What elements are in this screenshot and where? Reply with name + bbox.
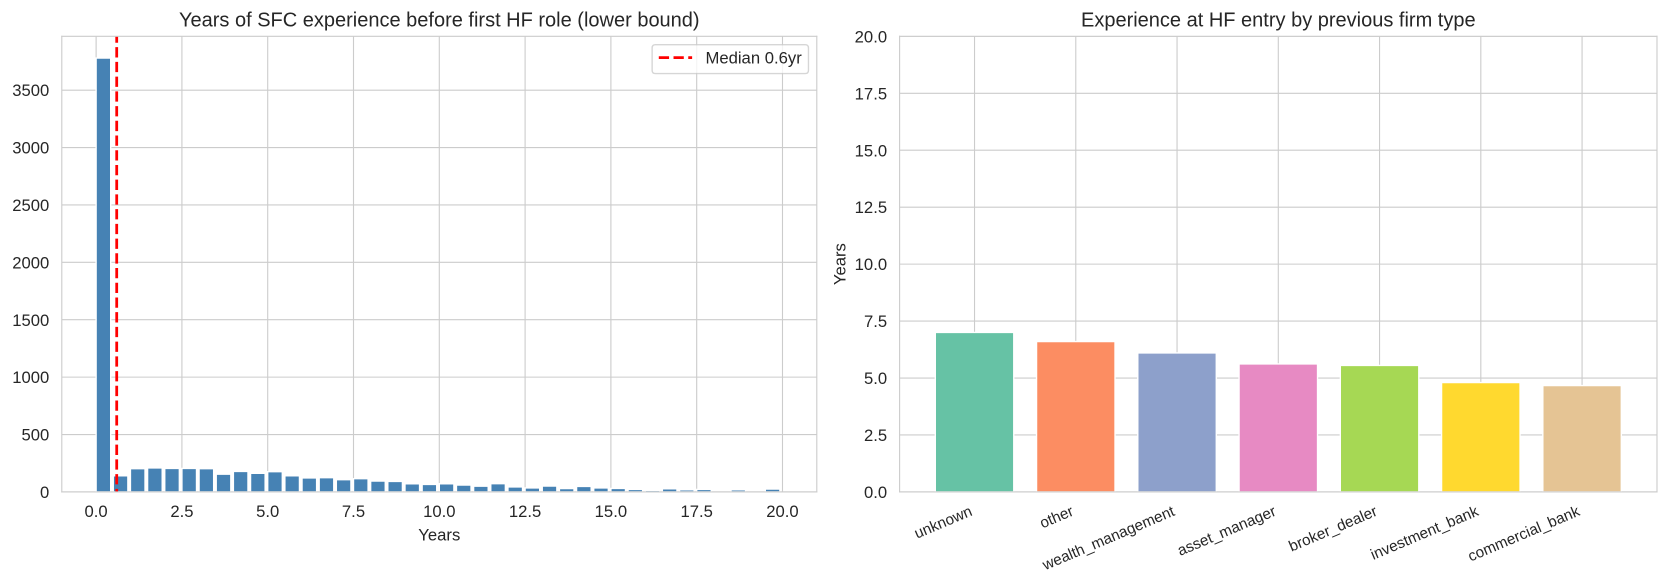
- svg-text:15.0: 15.0: [595, 502, 627, 521]
- svg-text:10.0: 10.0: [423, 502, 455, 521]
- svg-text:10.0: 10.0: [855, 255, 887, 274]
- svg-text:7.5: 7.5: [342, 502, 365, 521]
- svg-text:17.5: 17.5: [855, 84, 887, 103]
- svg-text:15.0: 15.0: [855, 141, 887, 160]
- svg-text:5.0: 5.0: [864, 369, 887, 388]
- svg-text:3000: 3000: [12, 139, 49, 158]
- svg-text:5.0: 5.0: [256, 502, 279, 521]
- svg-text:7.5: 7.5: [864, 312, 887, 331]
- svg-text:500: 500: [22, 426, 50, 445]
- svg-text:Years: Years: [831, 243, 850, 285]
- svg-text:2.5: 2.5: [170, 502, 193, 521]
- svg-text:Median 0.6yr: Median 0.6yr: [705, 48, 802, 67]
- svg-text:20.0: 20.0: [766, 502, 798, 521]
- svg-text:1000: 1000: [12, 368, 49, 387]
- svg-text:20.0: 20.0: [855, 27, 887, 46]
- svg-text:Years: Years: [418, 525, 460, 544]
- svg-text:12.5: 12.5: [855, 198, 887, 217]
- svg-text:Years of SFC experience before: Years of SFC experience before first HF …: [179, 9, 700, 31]
- svg-text:17.5: 17.5: [680, 502, 712, 521]
- svg-text:1500: 1500: [12, 311, 49, 330]
- svg-text:12.5: 12.5: [509, 502, 541, 521]
- svg-text:0: 0: [40, 483, 49, 502]
- svg-text:Experience at HF entry by prev: Experience at HF entry by previous firm …: [1081, 9, 1476, 31]
- svg-text:3500: 3500: [12, 81, 49, 100]
- svg-text:0.0: 0.0: [85, 502, 108, 521]
- svg-text:2500: 2500: [12, 196, 49, 215]
- svg-text:0.0: 0.0: [864, 483, 887, 502]
- svg-text:2.5: 2.5: [864, 426, 887, 445]
- svg-text:2000: 2000: [12, 253, 49, 272]
